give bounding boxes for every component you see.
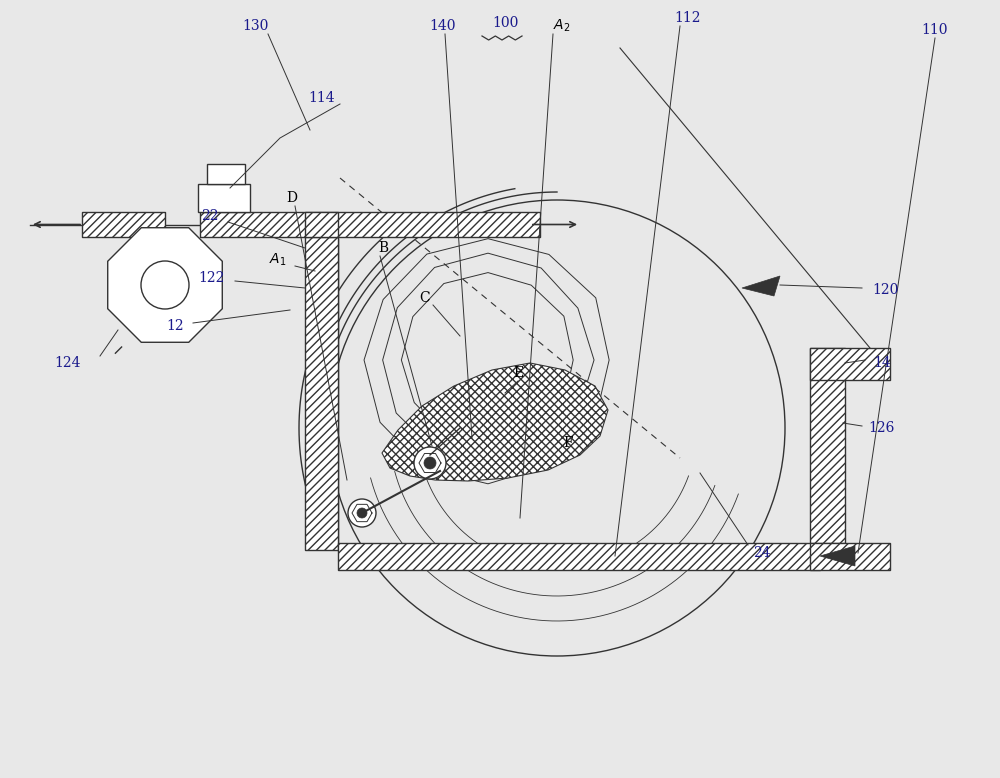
Text: $A_1$: $A_1$: [269, 252, 287, 268]
Text: F: F: [563, 436, 573, 450]
Bar: [200, 212, 540, 237]
Text: 122: 122: [199, 271, 225, 285]
Bar: [305, 237, 338, 550]
Text: 140: 140: [430, 19, 456, 33]
Bar: [810, 543, 890, 570]
Polygon shape: [108, 228, 222, 342]
Text: 22: 22: [201, 209, 219, 223]
Text: 100: 100: [492, 16, 518, 30]
Circle shape: [357, 508, 367, 518]
Bar: [82, 212, 165, 237]
Bar: [82, 212, 165, 237]
Bar: [810, 348, 890, 380]
Text: B: B: [378, 241, 388, 255]
Bar: [810, 543, 890, 570]
Circle shape: [424, 457, 436, 469]
Text: 112: 112: [675, 11, 701, 25]
Bar: [207, 164, 245, 184]
Bar: [810, 348, 845, 543]
Text: 126: 126: [869, 421, 895, 435]
Text: 110: 110: [922, 23, 948, 37]
Polygon shape: [382, 363, 608, 481]
Text: 24: 24: [753, 546, 771, 560]
Text: 114: 114: [309, 91, 335, 105]
Circle shape: [348, 499, 376, 527]
Bar: [305, 237, 338, 550]
Bar: [338, 543, 820, 570]
Polygon shape: [742, 276, 780, 296]
Bar: [200, 212, 540, 237]
Text: 120: 120: [872, 283, 898, 297]
Bar: [810, 348, 845, 543]
Text: 14: 14: [873, 356, 891, 370]
Bar: [305, 212, 338, 237]
Bar: [338, 543, 820, 570]
Circle shape: [414, 447, 446, 479]
Bar: [810, 348, 890, 380]
Text: 130: 130: [242, 19, 268, 33]
Text: $A_2$: $A_2$: [553, 18, 571, 34]
Text: 12: 12: [166, 319, 184, 333]
Text: D: D: [287, 191, 298, 205]
Bar: [305, 212, 338, 237]
Polygon shape: [820, 546, 855, 566]
Text: 124: 124: [55, 356, 81, 370]
Bar: [198, 184, 250, 212]
Text: C: C: [420, 291, 430, 305]
Text: E: E: [513, 366, 523, 380]
